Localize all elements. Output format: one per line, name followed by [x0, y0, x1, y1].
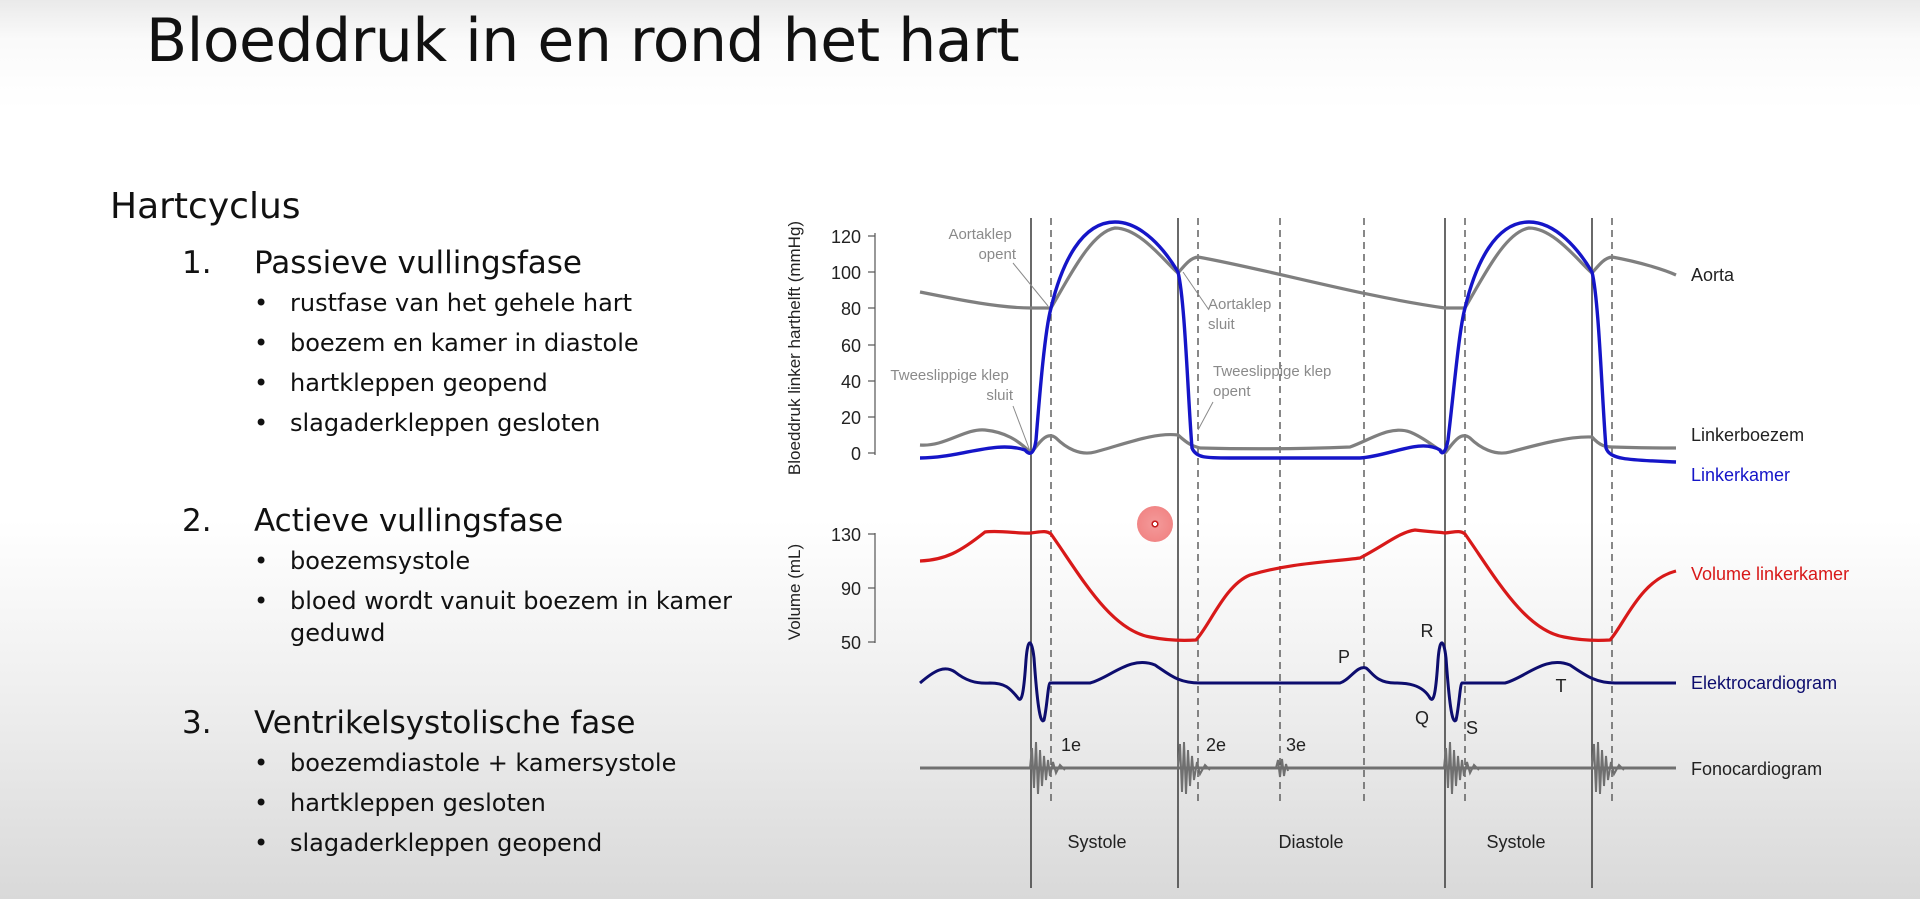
ventricle-label: Linkerkamer: [1691, 465, 1790, 485]
volume-tick: 130: [831, 525, 861, 545]
mitral-closes-annotation: Tweeslippige klep sluit: [890, 367, 1013, 404]
phase-title: Passieve vullingsfase: [254, 245, 582, 281]
list-item: • boezemdiastole + kamersystole: [254, 749, 677, 777]
heart-sound-label: 1e: [1061, 735, 1081, 755]
volume-axis-label: Volume (mL): [785, 544, 804, 640]
pressure-tick: 120: [831, 227, 861, 247]
ecg-curve: [919, 641, 1676, 723]
pressure-axis: 120 100 80 60 40 20 0 Bloeddruk linker h…: [785, 221, 876, 475]
pressure-tick: 0: [851, 444, 861, 464]
bullet-icon: •: [254, 749, 269, 777]
wiggers-diagram: 120 100 80 60 40 20 0 Bloeddruk linker h…: [785, 218, 1849, 888]
phase-3: 3. Ventrikelsystolische fase • boezemdias…: [182, 703, 762, 867]
atrium-label: Linkerboezem: [1691, 425, 1804, 445]
pcg-curve: [920, 741, 1676, 795]
ecg-q-label: Q: [1415, 708, 1429, 728]
phase-2: 2. Actieve vullingsfase • boezemsystole •…: [182, 501, 762, 657]
bullet-icon: •: [254, 369, 269, 397]
pressure-tick: 100: [831, 263, 861, 283]
pressure-tick: 40: [841, 372, 861, 392]
phase-number: 3.: [182, 705, 212, 741]
atrium-pressure-curve: [919, 428, 1677, 456]
section-title: Hartcyclus: [110, 186, 301, 227]
list-item: • slagaderkleppen geopend: [254, 829, 603, 857]
bullet-icon: •: [254, 547, 269, 575]
aorta-label: Aorta: [1691, 265, 1735, 285]
phase-label: Systole: [1067, 832, 1126, 852]
annotation-leader: [1182, 271, 1210, 311]
bullet-icon: •: [254, 789, 269, 817]
list-item: • slagaderkleppen gesloten: [254, 409, 601, 437]
ecg-s-label: S: [1466, 718, 1478, 738]
ventricle-volume-curve: [919, 528, 1677, 642]
phase-title: Actieve vullingsfase: [254, 503, 564, 539]
ventricle-pressure-curve: [919, 220, 1677, 464]
phase-number: 1.: [182, 245, 212, 281]
volume-tick: 50: [841, 633, 861, 653]
list-item: • rustfase van het gehele hart: [254, 289, 633, 317]
bullet-icon: •: [254, 829, 269, 857]
phase-number: 2.: [182, 503, 212, 539]
bullet-icon: •: [254, 329, 269, 357]
volume-label: Volume linkerkamer: [1691, 564, 1849, 584]
volume-tick: 90: [841, 579, 861, 599]
list-item: • hartkleppen gesloten: [254, 789, 546, 817]
heart-sound-label: 3e: [1286, 735, 1306, 755]
annotation-leader: [1197, 401, 1214, 431]
pressure-tick: 20: [841, 408, 861, 428]
phase-1: 1. Passieve vullingsfase • rustfase van h…: [182, 243, 762, 447]
pressure-axis-label: Bloeddruk linker harthelft (mmHg): [785, 221, 804, 475]
pressure-tick: 60: [841, 336, 861, 356]
phase-title: Ventrikelsystolische fase: [254, 705, 636, 741]
annotation-leader: [1012, 405, 1031, 452]
ecg-r-label: R: [1421, 621, 1434, 641]
ecg-p-label: P: [1338, 647, 1350, 667]
list-item: • bloed wordt vanuit boezem in kamer gedu…: [254, 587, 733, 647]
volume-axis: 130 90 50 Volume (mL): [785, 525, 876, 653]
bullet-icon: •: [254, 587, 269, 615]
mitral-opens-annotation: Tweeslippige klep opent: [1213, 363, 1336, 400]
aorta-pressure-curve: [919, 226, 1677, 310]
phase-label: Diastole: [1278, 832, 1343, 852]
ecg-label: Elektrocardiogram: [1691, 673, 1837, 693]
ecg-t-label: T: [1556, 676, 1567, 696]
annotation-leader: [1012, 262, 1049, 307]
list-item: • boezemsystole: [254, 547, 471, 575]
list-item: • boezem en kamer in diastole: [254, 329, 639, 357]
bullet-icon: •: [254, 289, 269, 317]
heart-sound-label: 2e: [1206, 735, 1226, 755]
aortic-opens-annotation: Aortaklep opent: [948, 226, 1016, 263]
pcg-label: Fonocardiogram: [1691, 759, 1822, 779]
bullet-icon: •: [254, 409, 269, 437]
phase-label: Systole: [1486, 832, 1545, 852]
pointer-highlight-icon: [1137, 506, 1173, 542]
aortic-closes-annotation: Aortaklep sluit: [1208, 296, 1276, 333]
slide-title: Bloeddruk in en rond het hart: [146, 6, 1020, 76]
list-item: • hartkleppen geopend: [254, 369, 548, 397]
pressure-tick: 80: [841, 299, 861, 319]
event-lines: [1030, 218, 1613, 888]
